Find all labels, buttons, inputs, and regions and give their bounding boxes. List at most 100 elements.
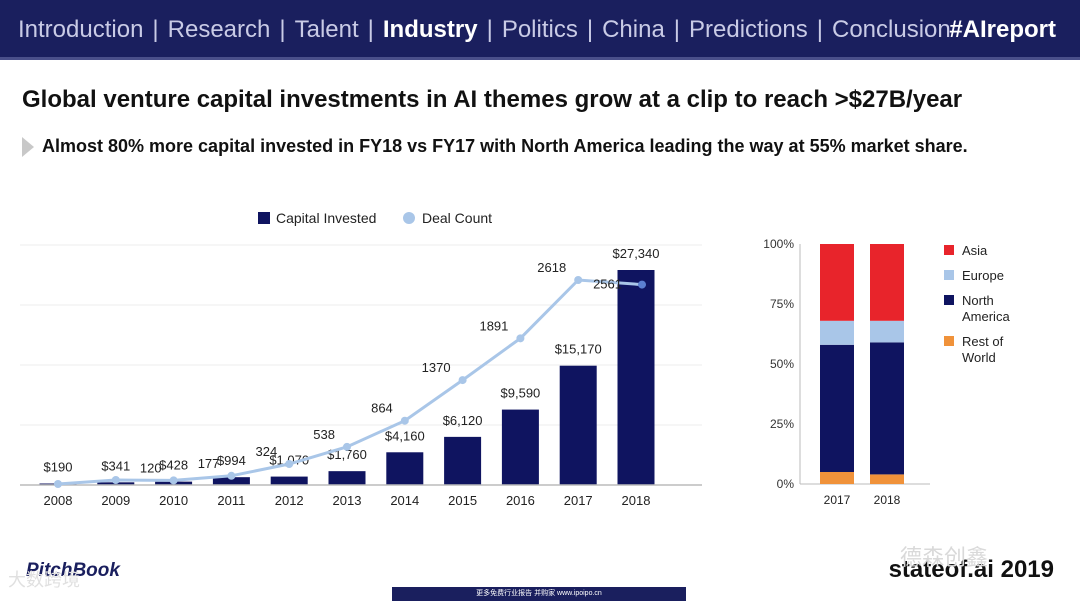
deal-point-2016 — [516, 334, 525, 343]
triangle-bullet-icon — [22, 136, 34, 157]
nav-separator: | — [586, 16, 594, 43]
deal-point-2017 — [574, 276, 583, 284]
share-seg-north-america-2018 — [870, 342, 904, 475]
legend-swatch-asia — [944, 245, 954, 255]
nav-separator: | — [673, 16, 681, 43]
share-seg-europe-2017 — [820, 320, 854, 345]
legend-rest-of-world: Rest of World — [962, 334, 1004, 365]
capital-label-2014: $4,160 — [385, 428, 425, 443]
regional-share-chart: 0% 25% 50% 75% 100% 2017 2018 Asia Europe North Am… — [763, 237, 1010, 507]
nav-separator: | — [367, 16, 374, 43]
deal-label-2013: 538 — [313, 427, 335, 442]
x-tick-2018: 2018 — [622, 493, 651, 508]
share-seg-asia-2017 — [820, 244, 854, 321]
capital-bar-2017 — [559, 365, 597, 485]
share-seg-asia-2018 — [870, 244, 904, 321]
legend-swatch-north-america — [944, 295, 954, 305]
x-tick-2008: 2008 — [44, 493, 73, 508]
legend-north-america: North America — [962, 293, 1010, 324]
subtitle-row: Almost 80% more capital invested in FY18… — [22, 136, 968, 157]
share-seg-north-america-2017 — [820, 344, 854, 472]
share-y-tick: 100% — [763, 237, 794, 251]
x-tick-2009: 2009 — [101, 493, 130, 508]
slide-title: Global venture capital investments in AI… — [22, 86, 963, 113]
share-seg-rest-of-world-2018 — [870, 474, 904, 484]
watermark-right: 德森创鑫 — [900, 545, 989, 570]
watermark-left: 大数跨境 — [8, 570, 80, 590]
slide-subtitle: Almost 80% more capital invested in FY18… — [42, 136, 968, 156]
nav-item-conclusion[interactable]: Conclusion — [832, 16, 951, 43]
legend-europe: Europe — [962, 268, 1004, 283]
legend-asia: Asia — [962, 243, 988, 258]
capital-label-2008: $190 — [44, 460, 73, 475]
deal-label-2012: 324 — [255, 444, 277, 459]
nav-separator: | — [279, 16, 286, 43]
hashtag-label: #AIreport — [949, 16, 1056, 43]
nav-item-talent[interactable]: Talent — [294, 16, 359, 43]
section-nav: Introduction | Research | Talent | Industry | Po… — [18, 0, 951, 60]
legend-swatch-deals — [403, 212, 415, 224]
share-seg-europe-2018 — [870, 320, 904, 343]
legend-swatch-rest-of-world — [944, 336, 954, 346]
deal-point-2011 — [227, 471, 236, 480]
nav-separator: | — [816, 16, 823, 43]
x-tick-2016: 2016 — [506, 493, 535, 508]
legend-swatch-europe — [944, 270, 954, 280]
capital-label-2015: $6,120 — [443, 413, 483, 428]
x-tick-2013: 2013 — [333, 493, 362, 508]
stateof-ai-brand: stateof.ai 2019 — [888, 556, 1054, 583]
capital-bar-2015 — [444, 436, 482, 485]
capital-label-2009: $341 — [101, 458, 130, 473]
x-tick-2014: 2014 — [390, 493, 419, 508]
nav-separator: | — [152, 16, 159, 43]
deal-label-2016: 1891 — [479, 318, 508, 333]
deal-point-2014 — [400, 416, 409, 425]
pitchbook-logo: PitchBook — [26, 560, 120, 581]
legend-swatch-capital — [258, 212, 270, 224]
deal-label-2018: 2561 — [593, 277, 622, 292]
share-x-tick-2017: 2017 — [824, 493, 851, 507]
nav-item-introduction[interactable]: Introduction — [18, 16, 144, 43]
share-y-tick: 75% — [770, 297, 794, 311]
deal-label-2015: 1370 — [422, 360, 451, 375]
capital-bar-2013 — [328, 471, 366, 485]
share-y-tick: 0% — [777, 477, 795, 491]
capital-label-2010: $428 — [159, 458, 188, 473]
nav-separator: | — [486, 16, 493, 43]
capital-bar-2018 — [617, 270, 655, 485]
x-tick-2012: 2012 — [275, 493, 304, 508]
legend-deals: Deal Count — [422, 210, 492, 226]
share-y-tick: 50% — [770, 357, 794, 371]
deal-point-2018 — [638, 280, 646, 289]
deal-point-2013 — [343, 442, 351, 451]
nav-item-predictions[interactable]: Predictions — [689, 16, 808, 43]
nav-item-industry[interactable]: Industry — [382, 16, 478, 43]
deal-point-2012 — [285, 460, 294, 469]
capital-bar-2014 — [386, 452, 424, 485]
deal-label-2017: 2618 — [537, 260, 566, 275]
capital-bar-2012 — [270, 476, 308, 485]
capital-bar-2011 — [212, 477, 250, 485]
nav-item-research[interactable]: Research — [167, 16, 271, 43]
deal-point-2015 — [458, 376, 467, 385]
nav-item-china[interactable]: China — [602, 16, 665, 43]
x-tick-2010: 2010 — [159, 493, 188, 508]
x-tick-2015: 2015 — [448, 493, 477, 508]
share-y-tick: 25% — [770, 417, 794, 431]
vc-investment-chart: $1902008$3412009$4282010$9942011$1,07020… — [20, 210, 702, 508]
footer-strip: 更多免费行业报告 并购家 www.ipoipo.cn — [392, 587, 686, 601]
capital-label-2016: $9,590 — [501, 386, 541, 401]
capital-label-2011: $994 — [217, 453, 246, 468]
deal-point-2010 — [169, 476, 178, 485]
legend-capital: Capital Invested — [276, 210, 376, 226]
x-tick-2011: 2011 — [217, 493, 245, 508]
share-seg-rest-of-world-2017 — [820, 472, 854, 484]
deal-point-2009 — [111, 476, 120, 484]
capital-label-2018: $27,340 — [613, 246, 660, 261]
top-nav-bar: Introduction | Research | Talent | Industry | Po… — [0, 0, 1080, 60]
x-tick-2017: 2017 — [564, 493, 593, 508]
deal-label-2010: 120 — [140, 460, 162, 475]
nav-item-politics[interactable]: Politics — [501, 16, 578, 43]
capital-label-2017: $15,170 — [555, 342, 602, 357]
deal-label-2014: 864 — [371, 401, 393, 416]
